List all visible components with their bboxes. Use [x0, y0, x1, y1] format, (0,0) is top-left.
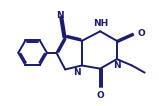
Text: N: N [56, 11, 63, 20]
Text: N: N [73, 68, 80, 77]
Text: NH: NH [93, 19, 109, 28]
Text: O: O [96, 91, 104, 100]
Text: O: O [138, 29, 145, 38]
Text: N: N [114, 61, 121, 70]
